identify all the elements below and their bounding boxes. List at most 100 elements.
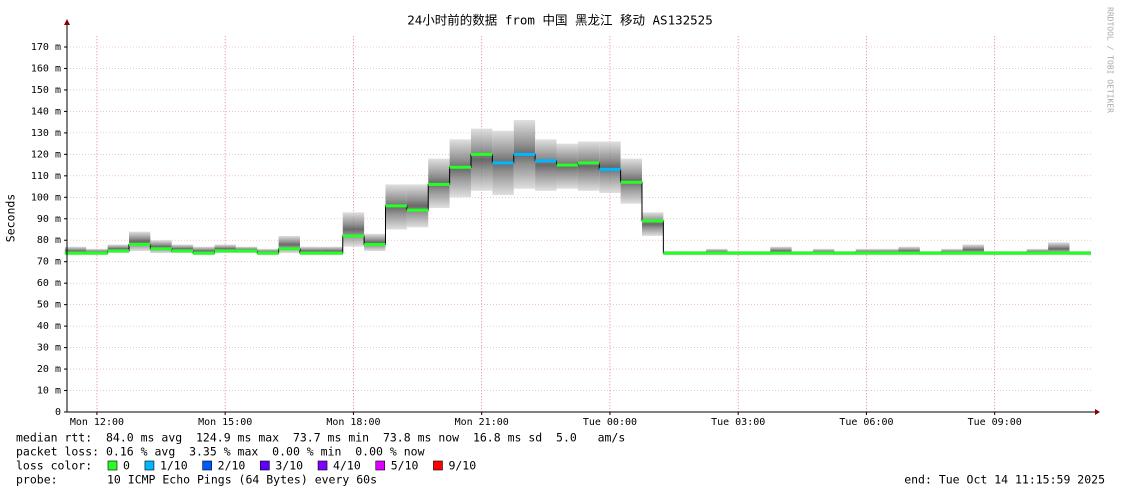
x-tick-label: Tue 03:00 (711, 417, 765, 428)
median-marker (599, 167, 621, 171)
median-marker (449, 165, 471, 169)
median-marker (919, 251, 942, 255)
x-tick-label: Mon 12:00 (70, 417, 124, 428)
median-marker (620, 180, 642, 184)
y-tick-label: 20 m (37, 364, 61, 375)
x-tick-label: Tue 00:00 (583, 417, 637, 428)
y-tick-label: 110 m (31, 171, 61, 182)
legend-swatch (107, 460, 118, 471)
median-marker (428, 182, 450, 186)
legend-swatch (144, 460, 155, 471)
y-tick-label: 70 m (37, 257, 61, 268)
x-tick-label: Mon 21:00 (455, 417, 509, 428)
legend-label: 4/10 (333, 459, 361, 473)
smoke (599, 141, 621, 194)
median-marker (770, 251, 792, 255)
median-marker (1069, 251, 1091, 255)
y-tick-label: 0 (55, 407, 61, 418)
median-marker (342, 234, 365, 238)
median-marker (321, 251, 343, 255)
chart-title: 24小时前的数据 from 中国 黑龙江 移动 AS132525 (407, 13, 713, 28)
median-marker (257, 251, 279, 255)
y-tick-label: 50 m (37, 300, 61, 311)
legend-label: 3/10 (275, 459, 303, 473)
median-marker (492, 161, 514, 165)
smoke (342, 212, 365, 247)
smoke (150, 240, 172, 254)
smoke (214, 244, 236, 254)
stats-line: packet loss: 0.16 % avg 3.35 % max 0.00 … (16, 445, 425, 459)
smoke (406, 184, 429, 228)
median-marker (812, 251, 835, 255)
smoke (364, 233, 386, 251)
smoke (128, 231, 151, 251)
y-axis-arrow (64, 19, 70, 25)
median-marker (535, 159, 557, 163)
median-marker (898, 251, 920, 255)
legend-title: loss color: (16, 459, 92, 473)
smoke (107, 244, 129, 254)
legend-swatch (375, 460, 386, 471)
median-marker (556, 163, 578, 167)
y-tick-label: 120 m (31, 149, 61, 160)
median-marker (470, 152, 493, 156)
y-axis-label: Seconds (4, 194, 18, 242)
median-marker (577, 161, 600, 165)
median-marker (385, 204, 407, 208)
median-marker (727, 251, 749, 255)
median-marker (941, 251, 963, 255)
y-tick-label: 90 m (37, 214, 61, 225)
median-marker (791, 251, 813, 255)
median-marker (706, 251, 728, 255)
median-marker (107, 249, 129, 253)
x-tick-label: Tue 06:00 (839, 417, 893, 428)
probe-label: probe: (16, 473, 58, 487)
y-tick-label: 30 m (37, 343, 61, 354)
median-marker (855, 251, 878, 255)
y-tick-label: 150 m (31, 85, 61, 96)
legend-swatch (433, 460, 443, 471)
x-tick-label: Mon 15:00 (198, 417, 252, 428)
legend-label: 9/10 (448, 459, 476, 473)
median-marker (278, 247, 300, 251)
y-tick-label: 10 m (37, 386, 61, 397)
median-marker (641, 219, 664, 223)
median-marker (214, 249, 236, 253)
median-marker (1005, 251, 1027, 255)
y-tick-label: 40 m (37, 321, 61, 332)
smoke (898, 246, 920, 256)
smoke (321, 246, 343, 256)
legend-swatch (260, 460, 270, 471)
smoke (193, 246, 215, 256)
median-marker (86, 251, 108, 255)
smoke (299, 246, 322, 256)
smoke (577, 141, 600, 191)
legend-label: 0 (123, 459, 130, 473)
median-marker (406, 208, 429, 212)
median-marker (299, 251, 322, 255)
probe-text: 10 ICMP Echo Pings (64 Bytes) every 60s (107, 473, 377, 487)
median-marker (663, 251, 685, 255)
x-axis-arrow (1095, 409, 1100, 415)
y-tick-label: 170 m (31, 42, 61, 53)
median-marker (513, 152, 536, 156)
smoke (535, 139, 557, 191)
median-marker (748, 251, 771, 255)
median-marker (64, 251, 87, 255)
watermark: RRDTOOL / TOBI OETIKER (1106, 7, 1115, 113)
median-marker (983, 251, 1006, 255)
median-marker (150, 247, 172, 251)
legend-label: 2/10 (218, 459, 246, 473)
y-tick-label: 140 m (31, 106, 61, 117)
median-marker (962, 251, 984, 255)
median-marker (364, 243, 386, 247)
y-tick-label: 80 m (37, 235, 61, 246)
median-marker (1026, 251, 1049, 255)
x-tick-label: Mon 18:00 (326, 417, 380, 428)
median-marker (235, 249, 258, 253)
y-tick-label: 130 m (31, 128, 61, 139)
legend-label: 5/10 (391, 459, 419, 473)
legend-swatch (317, 460, 328, 471)
y-tick-label: 60 m (37, 278, 61, 289)
